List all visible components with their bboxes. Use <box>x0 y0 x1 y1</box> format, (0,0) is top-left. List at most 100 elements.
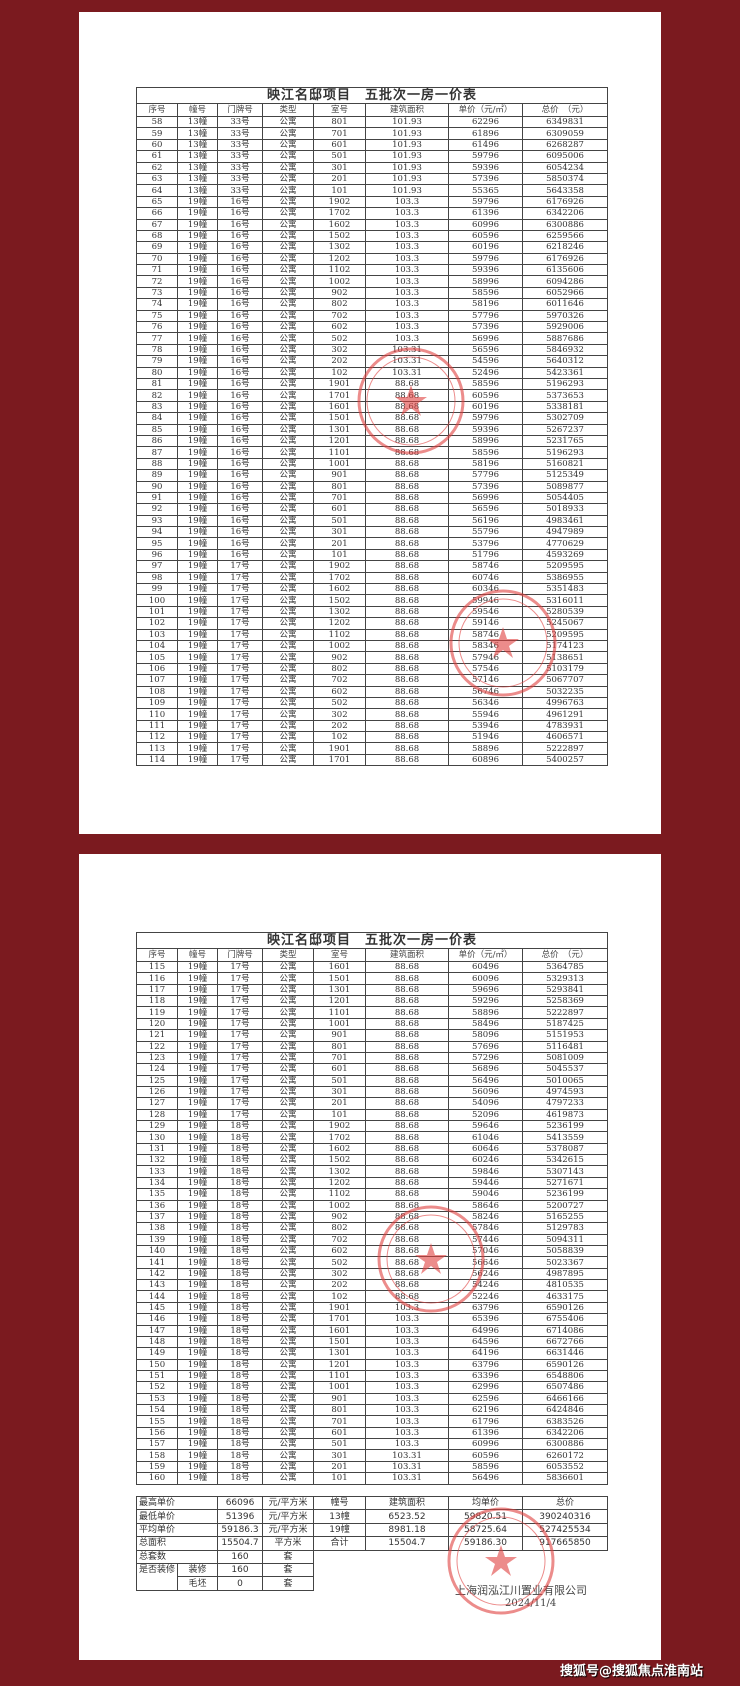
cell-area: 88.68 <box>365 480 449 493</box>
cell-area: 103.3 <box>365 1347 449 1360</box>
cell-door: 18号 <box>217 1233 263 1247</box>
cell-area: 88.68 <box>365 1131 449 1144</box>
cell-total-price: 6714086 <box>521 1324 609 1337</box>
cell-type: 公寓 <box>262 1267 314 1281</box>
cell-area: 88.68 <box>365 1290 449 1303</box>
table-row: 78 19幢 16号 公寓 302 103.31 56596 5846932 <box>136 343 609 357</box>
cell-building: 19幢 <box>177 503 218 516</box>
cell-building: 19幢 <box>177 719 218 733</box>
cell-building: 19幢 <box>177 1449 218 1462</box>
cell-total-price: 6300886 <box>521 218 609 231</box>
cell-building: 19幢 <box>177 1029 218 1042</box>
cell-door: 16号 <box>217 332 263 345</box>
cell-type: 公寓 <box>262 491 314 505</box>
cell-door: 18号 <box>217 1165 263 1178</box>
cell-door: 18号 <box>217 1176 263 1190</box>
cell-total-price: 5138651 <box>521 651 609 664</box>
cell-area: 88.68 <box>365 1267 449 1281</box>
cell-type: 公寓 <box>262 1063 314 1076</box>
cell-building: 19幢 <box>177 708 218 721</box>
table-row: 109 19幢 17号 公寓 502 88.68 56346 4996763 <box>136 696 609 710</box>
cell-unit-price: 57946 <box>448 651 523 664</box>
cell-unit-price: 61796 <box>448 1415 523 1428</box>
cell-seq: 114 <box>136 753 178 767</box>
cell-type: 公寓 <box>262 446 314 459</box>
cell-unit-price: 56596 <box>448 503 523 516</box>
cell-total-price: 5231765 <box>521 434 609 448</box>
cell-type: 公寓 <box>262 719 314 733</box>
cell-area: 88.68 <box>365 412 449 425</box>
table-row: 145 19幢 18号 公寓 1901 103.3 63796 6590126 <box>136 1301 609 1315</box>
cell-building: 19幢 <box>177 1142 218 1156</box>
table-row: 85 19幢 16号 公寓 1301 88.68 59396 5267237 <box>136 423 609 436</box>
cell-room: 1301 <box>313 983 366 997</box>
cell-building: 19幢 <box>177 1097 218 1110</box>
table-row: 100 19幢 17号 公寓 1502 88.68 59946 5316011 <box>136 594 609 607</box>
cell-type: 公寓 <box>262 651 314 664</box>
cell-type: 公寓 <box>262 150 314 163</box>
cell-door: 18号 <box>217 1358 263 1371</box>
cell-door: 16号 <box>217 252 263 266</box>
bare-unit: 套 <box>262 1576 315 1591</box>
cell-unit-price: 56096 <box>448 1085 523 1099</box>
cell-seq: 97 <box>136 560 178 573</box>
cell-unit-price: 62996 <box>448 1381 523 1394</box>
table-row: 106 19幢 17号 公寓 802 88.68 57546 5103179 <box>136 662 609 676</box>
table-row: 97 19幢 17号 公寓 1902 88.68 58746 5209595 <box>136 560 609 573</box>
table-row: 110 19幢 17号 公寓 302 88.68 55946 4961291 <box>136 708 609 721</box>
cell-building: 19幢 <box>177 1438 218 1451</box>
cell-seq: 129 <box>136 1120 178 1133</box>
cell-building: 13幢 <box>177 138 218 152</box>
cell-area: 88.68 <box>365 651 449 664</box>
cell-total-price: 5023367 <box>521 1256 609 1269</box>
cell-building: 13幢 <box>177 184 218 197</box>
cell-door: 18号 <box>217 1210 263 1224</box>
table-row: 83 19幢 16号 公寓 1601 88.68 60196 5338181 <box>136 400 609 414</box>
decorated-value: 160 <box>217 1562 264 1578</box>
cell-area: 88.68 <box>365 685 449 698</box>
cell-area: 88.68 <box>365 995 449 1008</box>
table-row: 139 19幢 18号 公寓 702 88.68 57446 5094311 <box>136 1233 609 1247</box>
cell-total-price: 5196293 <box>521 446 609 459</box>
cell-seq: 143 <box>136 1279 178 1292</box>
cell-type: 公寓 <box>262 1210 314 1224</box>
cell-room: 701 <box>313 1415 366 1428</box>
cell-area: 88.68 <box>365 1120 449 1133</box>
cell-unit-price: 57446 <box>448 1233 523 1247</box>
cell-type: 公寓 <box>262 526 314 539</box>
cell-building: 19幢 <box>177 1415 218 1428</box>
cell-door: 16号 <box>217 241 263 254</box>
avg-price-label: 平均单价 <box>135 1522 219 1538</box>
cell-room: 601 <box>313 503 366 516</box>
cell-type: 公寓 <box>262 366 314 380</box>
cell-type: 公寓 <box>262 138 314 152</box>
cell-total-price: 4987895 <box>521 1267 609 1281</box>
cell-seq: 98 <box>136 571 178 585</box>
cell-building: 19幢 <box>177 1108 218 1122</box>
cell-type: 公寓 <box>262 628 314 641</box>
cell-seq: 109 <box>136 696 178 710</box>
cell-type: 公寓 <box>262 1449 314 1462</box>
cell-seq: 100 <box>136 594 178 607</box>
cell-seq: 84 <box>136 412 178 425</box>
cell-room: 302 <box>313 343 366 357</box>
table-row: 157 19幢 18号 公寓 501 103.3 60996 6300886 <box>136 1438 609 1451</box>
summary-row: 13幢 6523.52 59820.51 390240316 <box>313 1509 608 1524</box>
cell-door: 17号 <box>217 582 263 596</box>
cell-area: 88.68 <box>365 1085 449 1099</box>
cell-total-price: 4783931 <box>521 719 609 733</box>
cell-total-price: 6309059 <box>521 127 609 140</box>
cell-total-price: 5045537 <box>521 1063 609 1076</box>
cell-room: 802 <box>313 298 366 311</box>
cell-unit-price: 55796 <box>448 526 523 539</box>
cell-room: 1002 <box>313 1199 366 1212</box>
cell-unit-price: 61396 <box>448 1426 523 1440</box>
cell-unit-price: 57846 <box>448 1222 523 1235</box>
cell-type: 公寓 <box>262 1313 314 1326</box>
cell-door: 16号 <box>217 321 263 334</box>
cell-building: 19幢 <box>177 389 218 402</box>
cell-door: 16号 <box>217 526 263 539</box>
table-row: 89 19幢 16号 公寓 901 88.68 57796 5125349 <box>136 469 609 482</box>
cell-door: 16号 <box>217 434 263 448</box>
cell-unit-price: 58596 <box>448 377 523 391</box>
